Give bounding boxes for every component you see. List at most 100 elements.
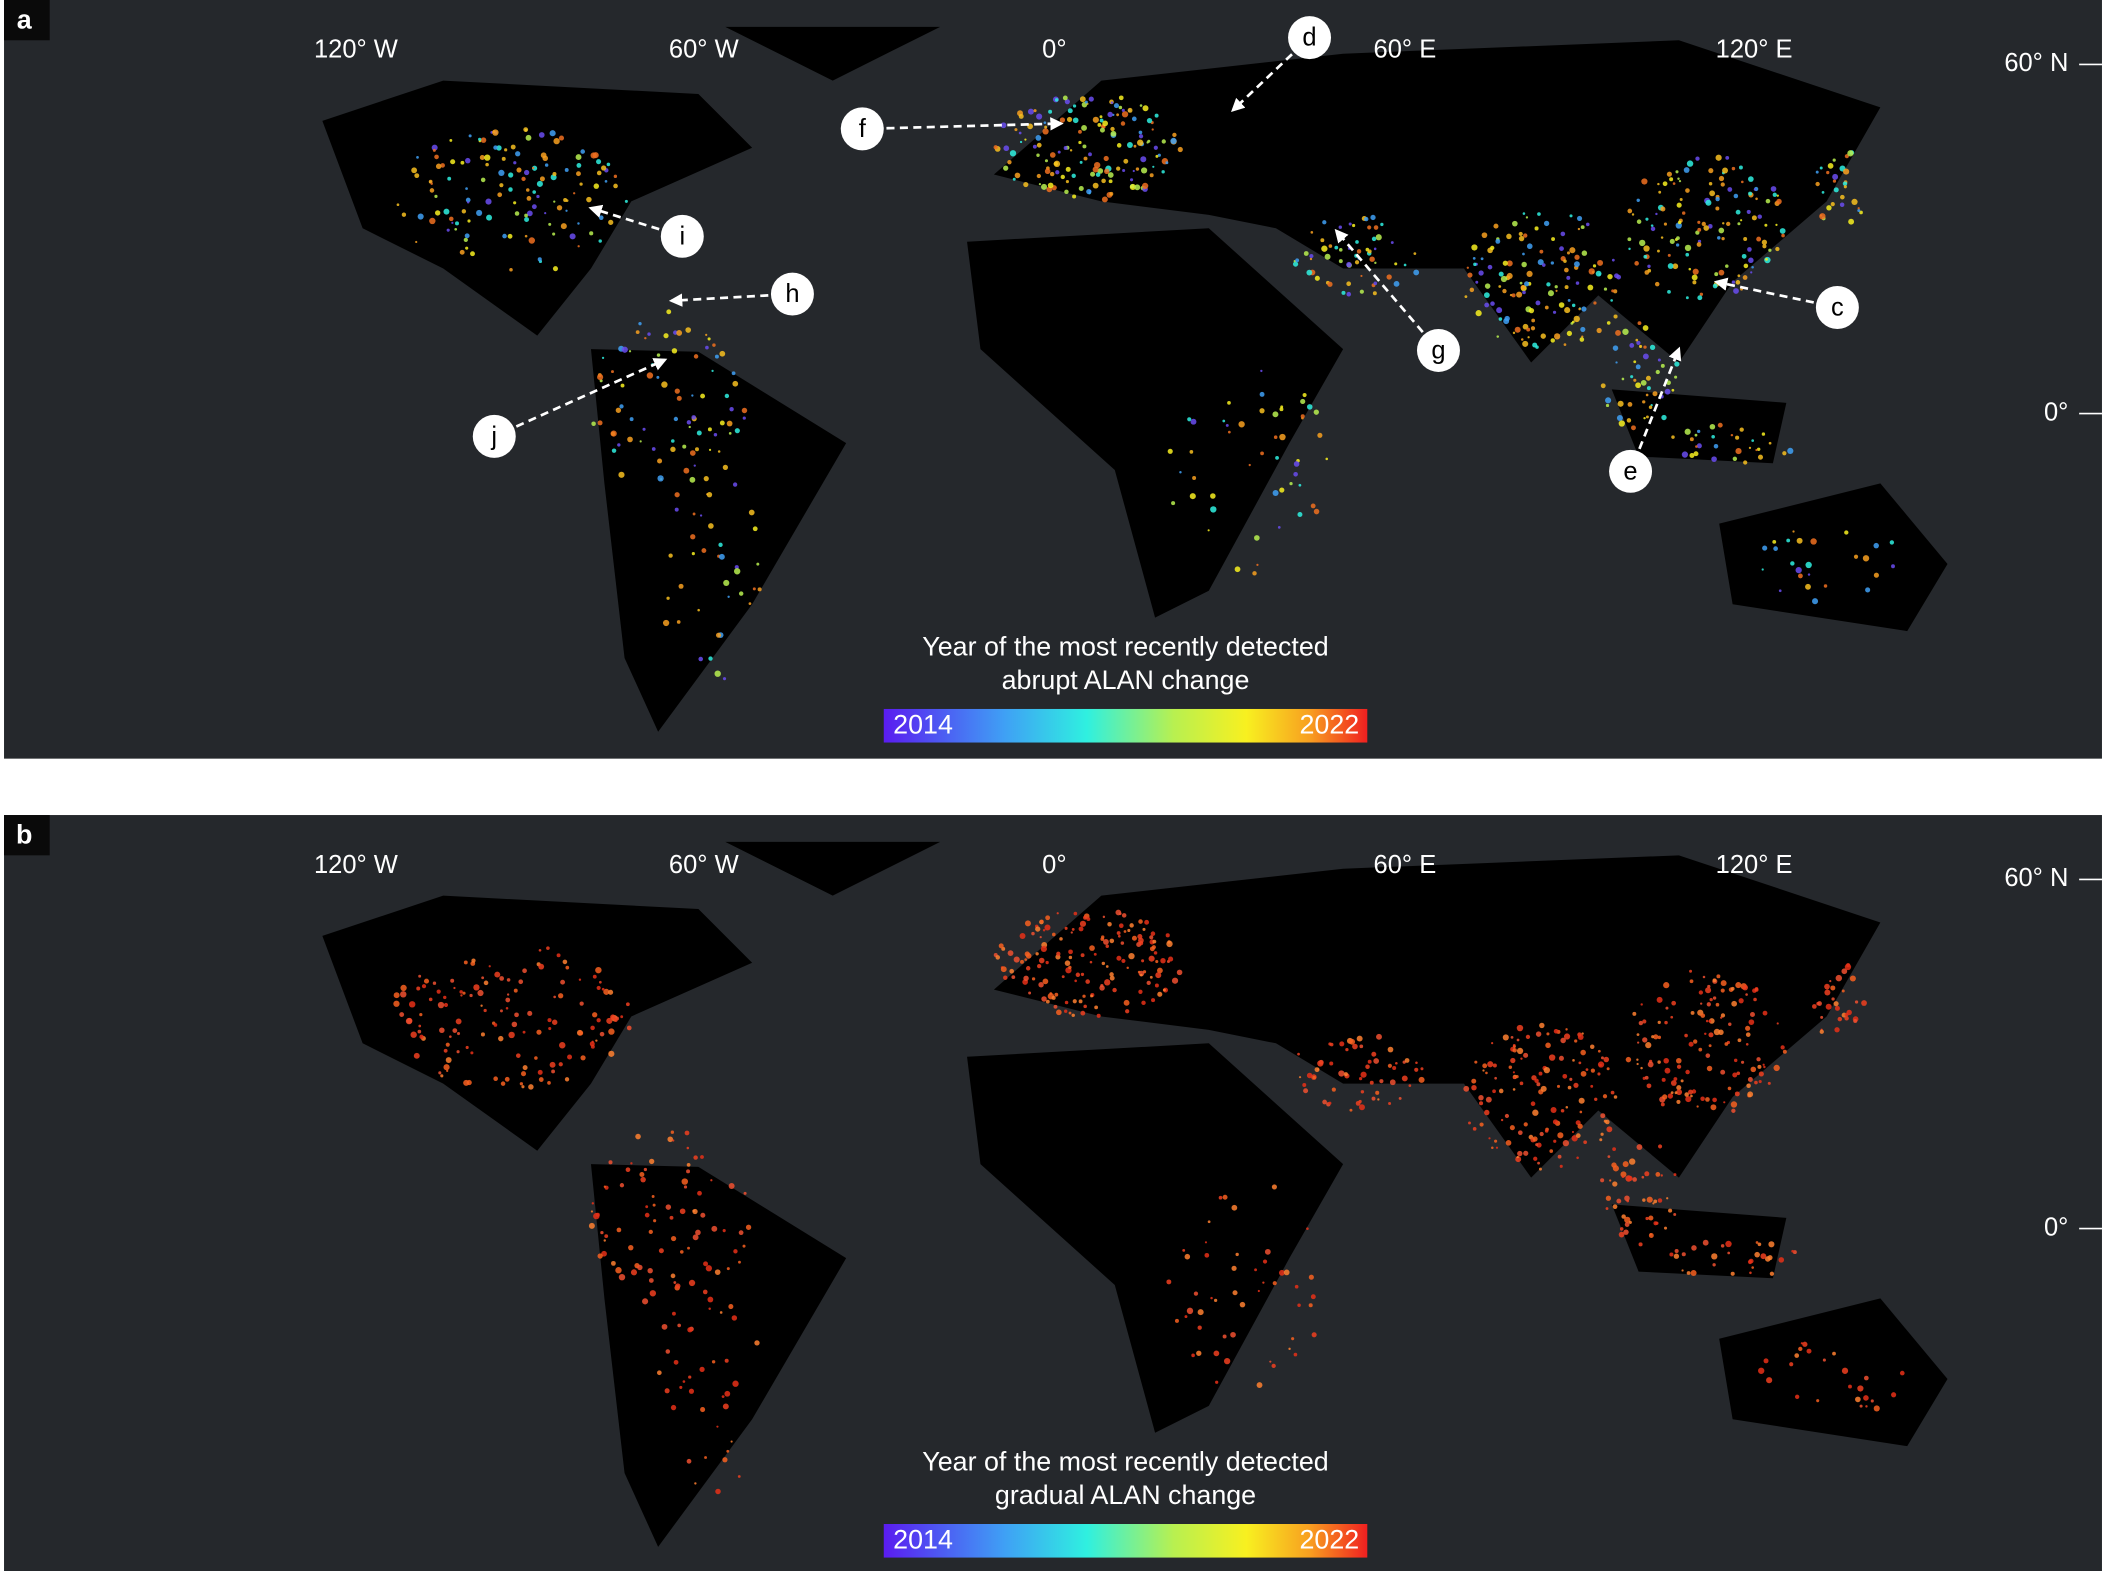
light-dot — [537, 257, 542, 262]
light-dot — [1741, 253, 1747, 259]
light-dot — [1149, 935, 1154, 940]
light-dot — [598, 239, 602, 243]
light-dot — [1770, 186, 1777, 192]
light-dot — [1819, 213, 1826, 220]
light-dot — [596, 985, 601, 990]
light-dot — [1558, 302, 1565, 308]
light-dot — [456, 1050, 460, 1054]
light-dot — [524, 234, 528, 238]
light-dot — [419, 1034, 424, 1039]
light-dot — [1657, 358, 1661, 362]
light-dot — [1733, 193, 1739, 199]
light-dot — [729, 407, 734, 412]
light-dot — [1734, 1091, 1740, 1097]
light-dot — [1711, 456, 1717, 462]
light-dot — [1820, 1015, 1824, 1019]
light-dot — [1496, 335, 1500, 338]
light-dot — [685, 327, 692, 333]
light-dot — [1063, 146, 1068, 151]
light-dot — [1031, 931, 1035, 936]
light-dot — [707, 337, 711, 341]
light-dot — [1781, 233, 1785, 238]
light-dot — [1834, 1027, 1840, 1033]
light-dot — [1673, 1253, 1680, 1259]
light-dot — [1775, 246, 1780, 252]
light-dot — [1636, 1062, 1639, 1066]
light-dot — [1794, 1394, 1800, 1399]
light-dot — [1033, 109, 1037, 113]
light-dot — [1314, 275, 1320, 281]
callout-label: i — [679, 222, 685, 250]
light-dot — [414, 173, 420, 179]
light-dot — [1520, 338, 1524, 341]
light-dot — [1408, 1084, 1412, 1087]
light-dot — [1349, 1038, 1356, 1045]
light-dot — [1306, 1072, 1313, 1079]
light-dot — [1138, 134, 1144, 139]
light-dot — [688, 425, 691, 429]
light-dot — [492, 130, 496, 134]
light-dot — [1535, 1143, 1539, 1147]
light-dot — [1569, 247, 1576, 254]
light-dot — [1716, 974, 1721, 979]
light-dot — [1227, 430, 1231, 434]
light-dot — [1718, 1029, 1724, 1036]
light-dot — [432, 148, 436, 152]
light-dot — [1590, 1044, 1595, 1049]
light-dot — [1103, 155, 1109, 162]
panel-label-bg — [4, 815, 50, 856]
light-dot — [1617, 400, 1624, 407]
light-dot — [608, 1160, 613, 1165]
light-dot — [1773, 1064, 1780, 1072]
light-dot — [553, 137, 560, 145]
light-dot — [1575, 281, 1580, 285]
light-dot — [1189, 450, 1194, 454]
light-dot — [742, 1244, 746, 1248]
light-dot — [694, 1482, 697, 1485]
light-dot — [1064, 1009, 1068, 1013]
light-dot — [1755, 1241, 1759, 1244]
light-dot — [1543, 1066, 1550, 1074]
light-dot — [1616, 1198, 1622, 1204]
light-dot — [1504, 1113, 1510, 1119]
light-dot — [1092, 116, 1099, 123]
light-dot — [401, 212, 407, 217]
light-dot — [1715, 1002, 1720, 1007]
light-dot — [1738, 998, 1744, 1004]
callout-label: c — [1831, 294, 1844, 322]
callout-label: f — [859, 115, 867, 143]
light-dot — [1674, 375, 1678, 379]
light-dot — [1056, 1009, 1062, 1016]
light-dot — [1392, 1065, 1397, 1071]
light-dot — [1705, 1019, 1709, 1023]
light-dot — [1609, 1179, 1612, 1182]
light-dot — [493, 145, 498, 150]
light-dot — [1565, 1105, 1569, 1109]
light-dot — [1085, 979, 1090, 984]
light-dot — [1705, 1097, 1710, 1102]
light-dot — [1658, 190, 1662, 194]
light-dot — [1585, 1068, 1589, 1071]
light-dot — [676, 395, 682, 401]
light-dot — [692, 1234, 699, 1241]
longitude-label: 60° E — [1374, 851, 1437, 879]
light-dot — [1560, 1037, 1566, 1044]
light-dot — [1581, 335, 1584, 338]
light-dot — [1146, 980, 1151, 986]
light-dot — [1317, 1060, 1324, 1067]
light-dot — [477, 989, 484, 997]
light-dot — [1471, 1085, 1477, 1091]
light-dot — [1210, 1296, 1213, 1300]
callout-arrow — [515, 358, 668, 428]
light-dot — [504, 148, 508, 152]
light-dot — [1857, 208, 1861, 212]
light-dot — [1483, 292, 1490, 299]
light-dot — [552, 172, 557, 177]
light-dot — [1571, 320, 1575, 324]
light-dot — [1192, 476, 1197, 480]
light-dot — [1130, 178, 1134, 182]
light-dot — [1191, 1353, 1195, 1358]
light-dot — [1024, 920, 1031, 927]
light-dot — [449, 139, 453, 142]
light-dot — [1371, 236, 1377, 242]
